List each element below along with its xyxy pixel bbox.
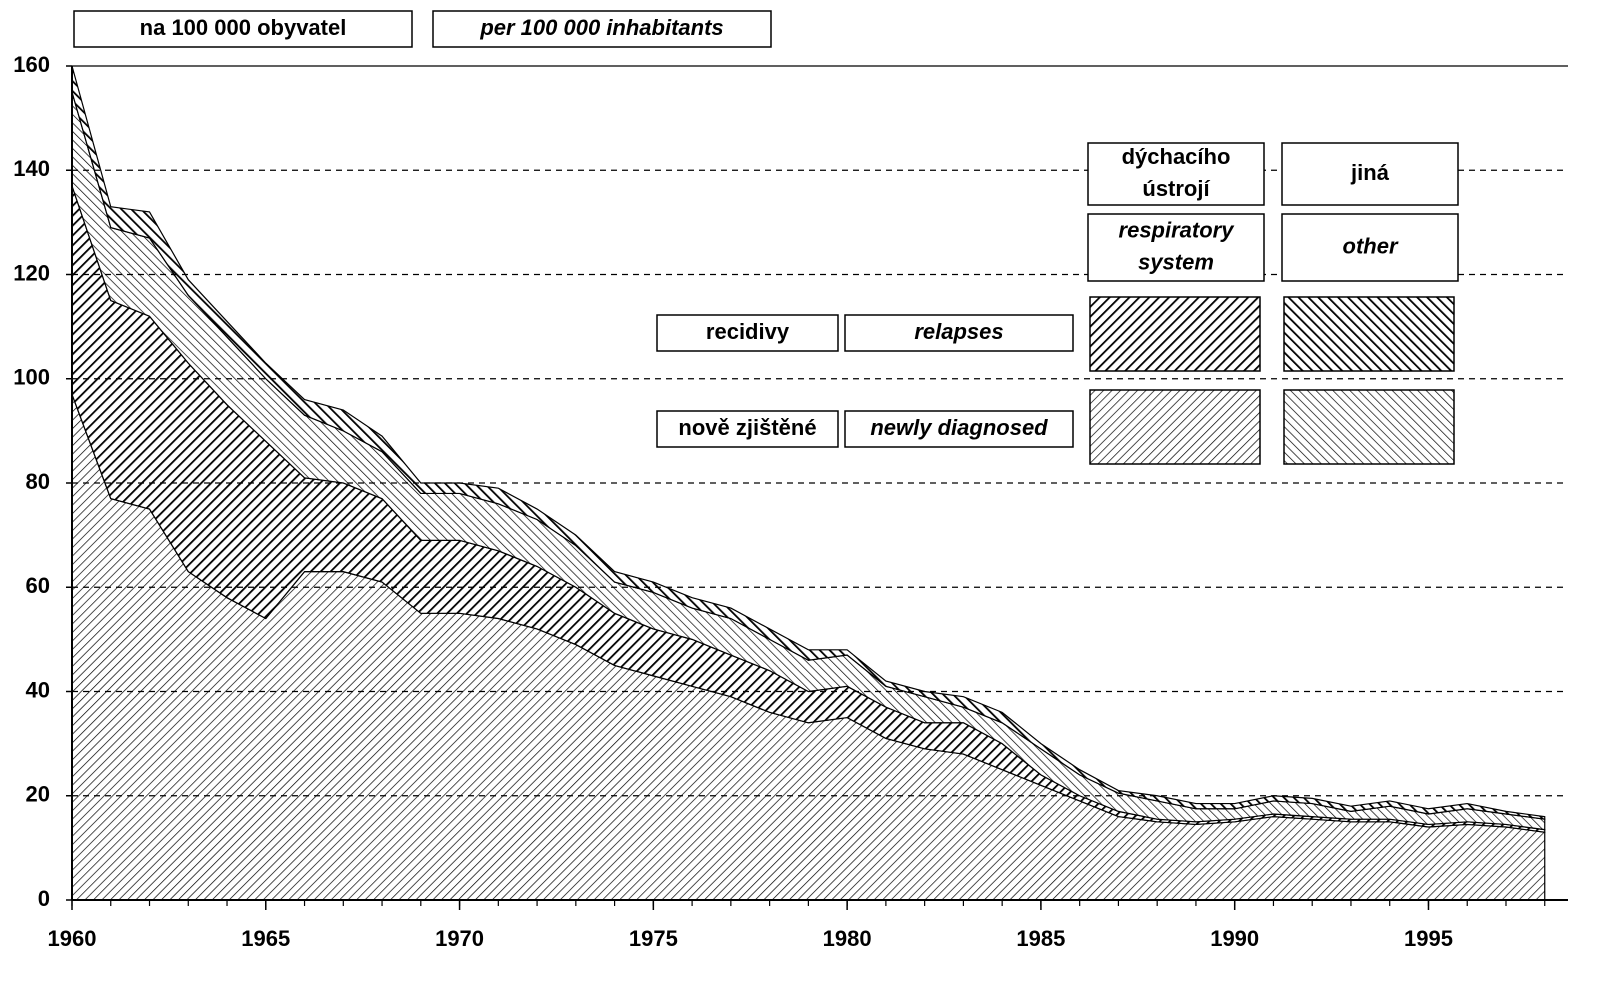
legend-header-box <box>1281 213 1459 282</box>
legend-header-box <box>1087 142 1265 206</box>
header-box <box>73 10 413 48</box>
legend-swatch <box>1283 296 1455 372</box>
x-tick-label: 1965 <box>241 926 290 951</box>
legend-swatch <box>1089 296 1261 372</box>
x-tick-label: 1975 <box>629 926 678 951</box>
x-tick-label: 1960 <box>48 926 97 951</box>
y-tick-label: 100 <box>13 365 50 390</box>
y-tick-label: 120 <box>13 260 50 285</box>
x-tick-label: 1995 <box>1404 926 1453 951</box>
legend-row: relapses <box>914 319 1003 344</box>
header: per 100 000 inhabitants <box>479 15 723 40</box>
legend-row: recidivy <box>706 319 790 344</box>
area <box>71 65 1546 820</box>
legend-header-box <box>1087 213 1265 282</box>
legend-swatch <box>1089 389 1261 465</box>
legend-row-box <box>656 314 839 352</box>
y-tick-label: 60 <box>26 573 50 598</box>
legend-header: respiratory system <box>1119 217 1236 274</box>
legend-row-box <box>844 314 1074 352</box>
legend-header: dýchacího ústrojí <box>1122 144 1231 201</box>
legend-header: jiná <box>1350 160 1390 185</box>
x-tick-label: 1990 <box>1210 926 1259 951</box>
legend-header-box <box>1281 142 1459 206</box>
y-tick-label: 20 <box>26 782 50 807</box>
y-tick-label: 80 <box>26 469 50 494</box>
x-tick-label: 1970 <box>435 926 484 951</box>
y-tick-label: 160 <box>13 52 50 77</box>
y-tick-label: 0 <box>38 886 50 911</box>
header-box <box>432 10 772 48</box>
y-tick-label: 40 <box>26 677 50 702</box>
legend-swatch <box>1283 389 1455 465</box>
legend-row: nově zjištěné <box>678 415 816 440</box>
legend-row: newly diagnosed <box>870 415 1048 440</box>
y-tick-label: 140 <box>13 156 50 181</box>
x-tick-label: 1980 <box>823 926 872 951</box>
x-tick-label: 1985 <box>1016 926 1065 951</box>
legend-header: other <box>1343 233 1399 258</box>
legend-row-box <box>656 410 839 448</box>
header: na 100 000 obyvatel <box>140 15 347 40</box>
legend-row-box <box>844 410 1074 448</box>
